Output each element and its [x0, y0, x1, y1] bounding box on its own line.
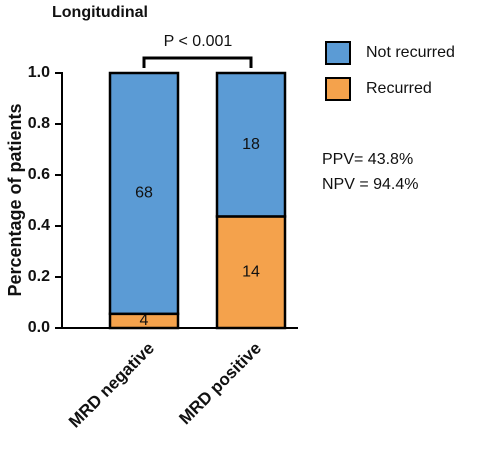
y-tick-label: 0.4 [28, 217, 50, 234]
chart-title: Longitudinal [52, 4, 148, 21]
count-label: 18 [242, 136, 260, 153]
count-label: 14 [242, 263, 260, 280]
count-label: 68 [135, 185, 153, 202]
legend-label: Recurred [366, 80, 432, 97]
legend-label: Not recurred [366, 44, 455, 61]
count-label: 4 [140, 312, 149, 329]
x-tick-label: MRD negative [65, 339, 158, 432]
npv: NPV = 94.4% [322, 176, 419, 193]
x-tick-label: MRD positive [175, 339, 265, 429]
significance-bracket [142, 56, 253, 68]
legend-swatch [325, 77, 351, 101]
y-tick-label: 0.2 [28, 268, 50, 285]
ppv: PPV= 43.8% [322, 151, 413, 168]
y-tick-label: 1.0 [28, 64, 50, 81]
bar-segment [108, 71, 180, 316]
y-tick-label: 0.8 [28, 115, 50, 132]
y-axis-label: Percentage of patients [5, 103, 25, 296]
bar-segment [215, 215, 287, 330]
legend-swatch [325, 41, 351, 65]
bar-segment [215, 71, 287, 218]
p-value: P < 0.001 [164, 33, 233, 50]
y-tick-label: 0.0 [28, 319, 50, 336]
y-tick-label: 0.6 [28, 166, 50, 183]
